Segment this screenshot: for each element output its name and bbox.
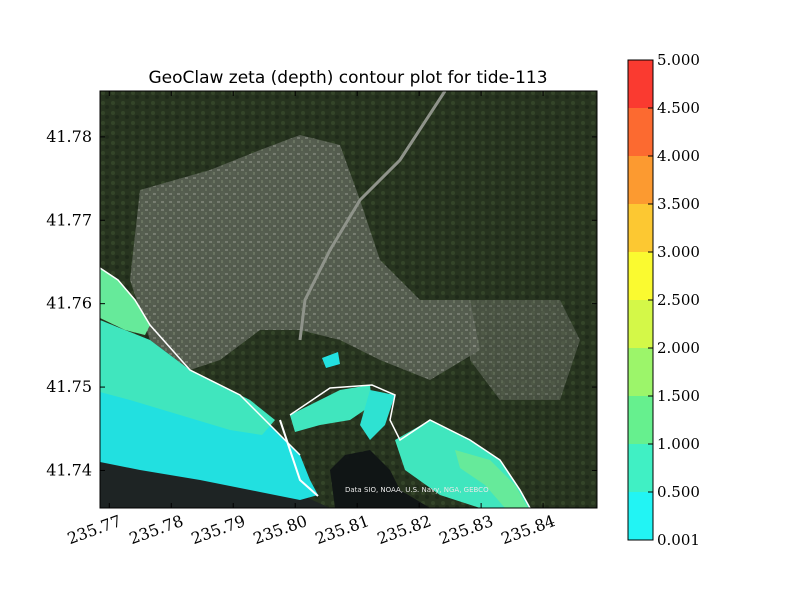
- colorbar-segment: [628, 300, 653, 348]
- colorbar-ticks: 0.001 0.500 1.000 1.500 2.000 2.500 3.000 3.500…: [648, 51, 700, 549]
- colorbar: [627, 59, 654, 541]
- colorbar-tick-label: 2.500: [657, 291, 700, 309]
- urban-area: [130, 135, 480, 380]
- colorbar-segment: [628, 396, 653, 444]
- colorbar-tick-label: 2.000: [657, 339, 700, 357]
- colorbar-segment: [628, 60, 653, 108]
- colorbar-segment: [628, 252, 653, 300]
- water-band-1-harbor: [290, 385, 372, 432]
- colorbar-segment: [628, 108, 653, 156]
- map-attribution: Data SIO, NOAA, U.S. Navy, NGA, GEBCO: [345, 486, 489, 494]
- colorbar-tick-label: 1.000: [657, 435, 700, 453]
- colorbar-tick-label: 1.500: [657, 387, 700, 405]
- coastline-west: [100, 267, 301, 456]
- colorbar-segment: [628, 444, 653, 492]
- water-band-0: [100, 380, 318, 500]
- x-tick-label: 235.77: [65, 511, 124, 548]
- jetty: [279, 419, 319, 497]
- colorbar-tick-label: 4.500: [657, 99, 700, 117]
- plot-area: Data SIO, NOAA, U.S. Navy, NGA, GEBCO: [100, 91, 597, 508]
- chart-title: GeoClaw zeta (depth) contour plot for ti…: [148, 68, 547, 88]
- water-band-0-inlet: [360, 390, 395, 440]
- x-tick-label: 235.81: [313, 511, 372, 548]
- colorbar-tick-label: 3.000: [657, 243, 700, 261]
- x-tick-label: 235.83: [437, 511, 496, 548]
- colorbar-segment: [628, 492, 653, 540]
- colorbar-tick-label: 0.500: [657, 483, 700, 501]
- y-tick-label: 41.75: [46, 377, 92, 396]
- y-tick-label: 41.77: [46, 210, 92, 229]
- y-tick-label: 41.78: [46, 127, 92, 146]
- colorbar-tick-label: 3.500: [657, 195, 700, 213]
- x-tick-label: 235.79: [189, 511, 248, 548]
- colorbar-segment: [628, 204, 653, 252]
- colorbar-segment: [628, 156, 653, 204]
- water-band-2-east: [455, 450, 528, 508]
- colorbar-tick-label: 4.000: [657, 147, 700, 165]
- x-tick-label: 235.84: [499, 511, 558, 548]
- x-tick-label: 235.78: [127, 511, 186, 548]
- colorbar-tick-label: 0.001: [657, 531, 700, 549]
- harbor-dark: [330, 450, 430, 508]
- x-tick-label: 235.82: [375, 511, 434, 548]
- highway: [298, 91, 447, 341]
- water-band-1: [100, 320, 275, 435]
- colorbar-segment: [628, 348, 653, 396]
- y-tick-label: 41.76: [46, 294, 92, 313]
- y-tick-label: 41.74: [46, 460, 92, 479]
- urban-area-east: [470, 300, 580, 400]
- water-band-2: [100, 268, 150, 335]
- y-axis: 41.74 41.75 41.76 41.77 41.78: [46, 127, 597, 479]
- plot-frame: [99, 90, 598, 509]
- x-tick-label: 235.80: [251, 511, 310, 548]
- coastline-east: [289, 384, 531, 508]
- water-band-0-creek: [322, 352, 340, 368]
- colorbar-tick-label: 5.000: [657, 51, 700, 69]
